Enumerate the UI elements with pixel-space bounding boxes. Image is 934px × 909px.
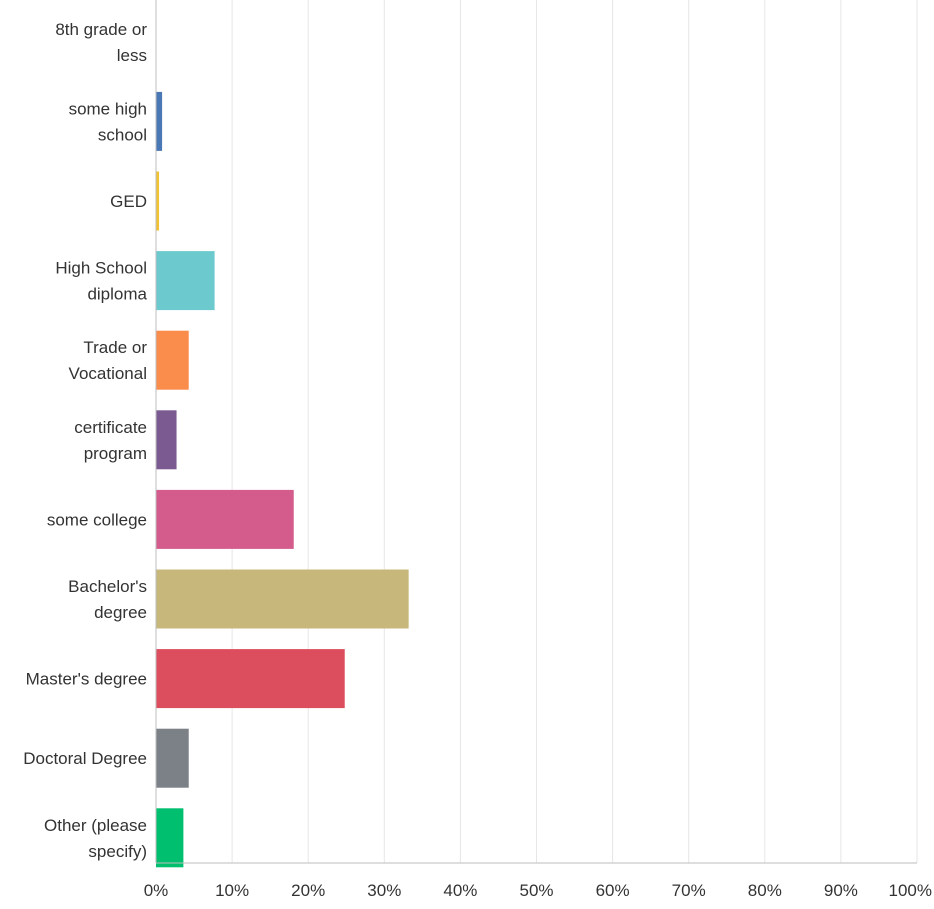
category-label: school	[98, 125, 147, 144]
category-label: Master's degree	[26, 670, 147, 689]
x-tick-labels: 0% 10% 20% 30% 40% 50% 60% 70% 80% 90% 100%	[144, 881, 932, 900]
x-tick-label: 50%	[519, 881, 553, 900]
x-tick-label: 90%	[824, 881, 858, 900]
x-tick-label: 30%	[367, 881, 401, 900]
bar[interactable]	[156, 649, 345, 709]
category-label: GED	[110, 192, 147, 211]
category-label: Bachelor's	[68, 577, 147, 596]
bar[interactable]	[156, 489, 294, 549]
category-labels: 8th grade or less some high school GED High S…	[23, 20, 147, 861]
x-tick-label: 10%	[215, 881, 249, 900]
bar[interactable]	[156, 569, 409, 629]
gridlines	[231, 0, 918, 863]
category-label: Vocational	[69, 364, 147, 383]
category-label: Doctoral Degree	[23, 749, 147, 768]
category-label: 8th grade or	[55, 20, 147, 39]
bar[interactable]	[156, 91, 163, 151]
category-label: Trade or	[83, 338, 147, 357]
category-label: diploma	[87, 285, 147, 304]
category-label: High School	[55, 259, 147, 278]
bar[interactable]	[156, 410, 177, 470]
category-label: Other (please	[44, 816, 147, 835]
x-tick-label: 80%	[748, 881, 782, 900]
category-label: some college	[47, 510, 147, 529]
category-label: program	[84, 444, 147, 463]
x-tick-label: 20%	[291, 881, 325, 900]
x-tick-label: 0%	[144, 881, 169, 900]
x-tick-label: 40%	[443, 881, 477, 900]
bar[interactable]	[156, 171, 160, 231]
x-tick-label: 70%	[672, 881, 706, 900]
category-label: some high	[69, 99, 147, 118]
bars	[156, 91, 409, 868]
x-tick-label: 60%	[596, 881, 630, 900]
bar[interactable]	[156, 330, 189, 390]
axes	[155, 0, 917, 864]
bar[interactable]	[156, 808, 184, 868]
category-label: certificate	[74, 418, 147, 437]
bar[interactable]	[156, 728, 189, 788]
category-label: specify)	[88, 842, 147, 861]
x-tick-label: 100%	[889, 881, 932, 900]
category-label: degree	[94, 603, 147, 622]
bar[interactable]	[156, 251, 215, 311]
category-label: less	[117, 46, 147, 65]
